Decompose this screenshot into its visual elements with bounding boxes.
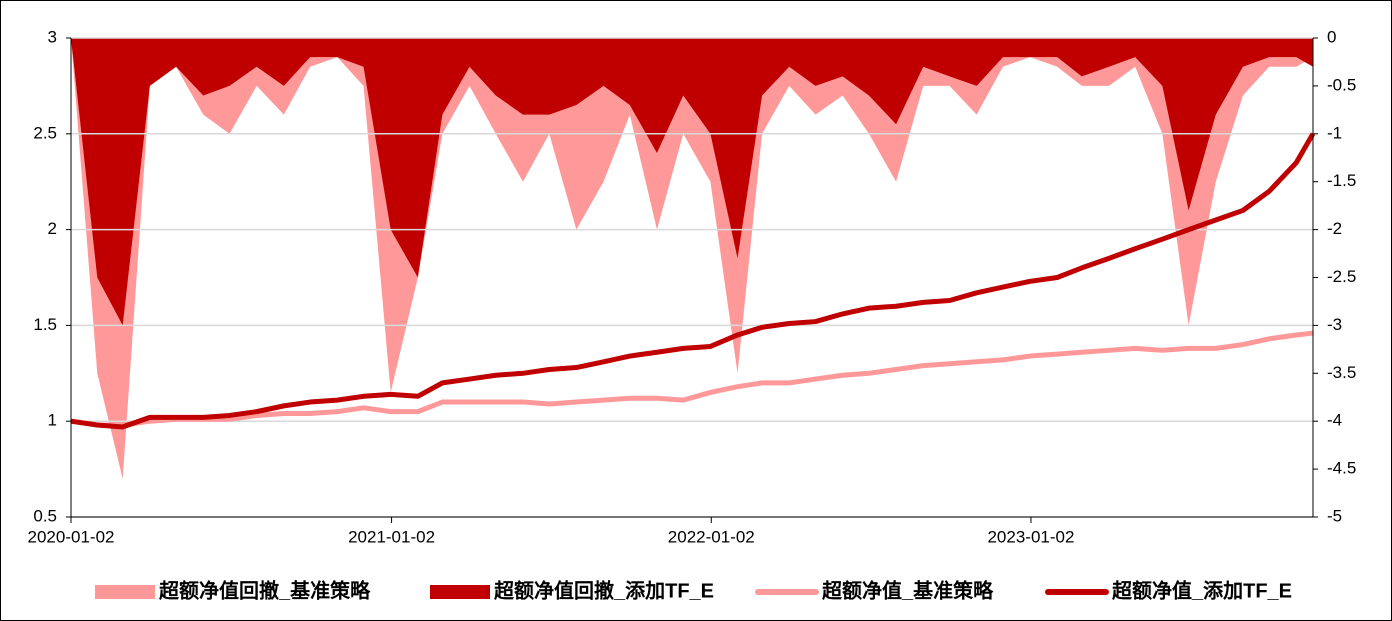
- nav-line: [70, 330, 1314, 428]
- y2-tick-label: -4.5: [1327, 459, 1356, 478]
- y-tick-label: 2: [48, 219, 57, 238]
- y2-tick-label: -1: [1327, 123, 1342, 142]
- legend-swatch: [430, 585, 490, 599]
- drawdown-area: [71, 38, 1313, 326]
- y2-tick-label: -3: [1327, 315, 1342, 334]
- y-tick-label: 3: [48, 27, 57, 46]
- y-tick-label: 1: [48, 411, 57, 430]
- y2-tick-label: -2: [1327, 219, 1342, 238]
- legend: 超额净值回撤_基准策略 超额净值回撤_添加TF_E 超额净值_基准策略 超额净值_添加…: [95, 578, 1292, 602]
- x-tick-label: 2023-01-02: [987, 527, 1074, 546]
- legend-label: 超额净值_添加TF_E: [1111, 578, 1292, 602]
- areas: [71, 38, 1313, 479]
- legend-label: 超额净值_基准策略: [821, 578, 994, 602]
- y-tick-label: 1.5: [33, 315, 57, 334]
- axes: 0.5 1 1.5 2 2.5 3 -5 -4.5 -4 -3.5 -3 -2.5 -2 -1.5 -1 -0…: [28, 27, 1357, 546]
- legend-label: 超额净值回撤_添加TF_E: [493, 578, 714, 602]
- y2-tick-label: -3.5: [1327, 363, 1356, 382]
- legend-label: 超额净值回撤_基准策略: [158, 578, 371, 602]
- y-tick-label: 2.5: [33, 123, 57, 142]
- x-tick-label: 2021-01-02: [348, 527, 435, 546]
- lines: [70, 132, 1316, 430]
- y2-tick-label: -0.5: [1327, 75, 1356, 94]
- legend-swatch: [95, 585, 155, 599]
- y2-tick-label: -1.5: [1327, 171, 1356, 190]
- nav-line: [70, 132, 1316, 430]
- y2-tick-label: 0: [1327, 27, 1336, 46]
- y2-tick-label: -5: [1327, 506, 1342, 525]
- x-tick-label: 2020-01-02: [28, 527, 115, 546]
- y2-tick-label: -4: [1327, 411, 1342, 430]
- y-tick-label: 0.5: [33, 506, 57, 525]
- x-tick-label: 2022-01-02: [668, 527, 755, 546]
- y2-tick-label: -2.5: [1327, 267, 1356, 286]
